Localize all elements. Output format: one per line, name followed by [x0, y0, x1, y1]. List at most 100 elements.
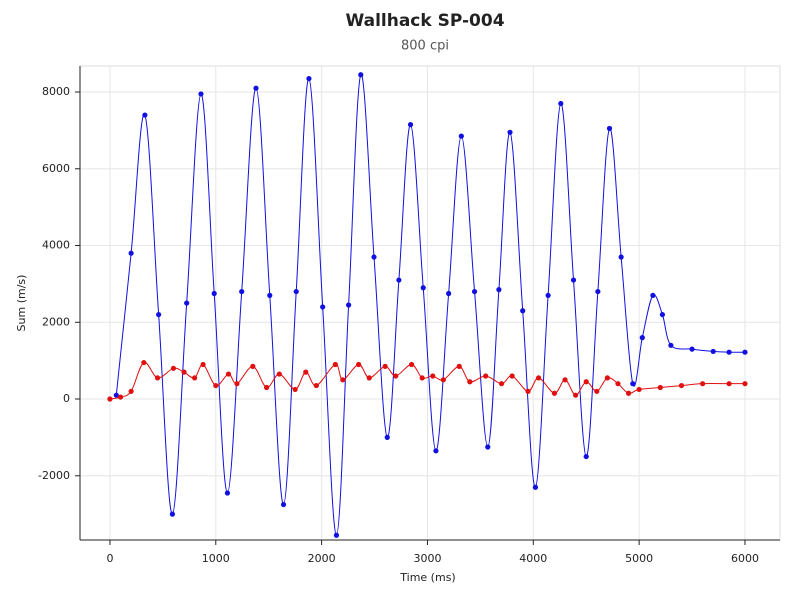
data-point — [384, 434, 390, 440]
data-point — [483, 373, 489, 379]
data-point — [366, 375, 372, 381]
data-point — [211, 290, 217, 297]
data-point — [156, 311, 162, 318]
data-point — [430, 373, 436, 379]
data-point — [356, 361, 362, 368]
y-tick-label: 2000 — [42, 315, 70, 328]
data-point — [520, 308, 526, 314]
x-tick-label: 0 — [106, 552, 113, 565]
x-tick-label: 1000 — [202, 552, 230, 565]
data-point — [625, 390, 632, 396]
data-point — [407, 122, 414, 128]
y-tick-label: 8000 — [42, 85, 70, 98]
data-point — [496, 287, 502, 293]
data-point — [532, 484, 539, 490]
data-point — [562, 377, 568, 383]
data-point — [525, 388, 531, 394]
data-point — [128, 388, 134, 394]
data-point — [485, 444, 491, 450]
data-point — [726, 381, 732, 387]
data-point — [570, 277, 577, 283]
data-point — [615, 381, 621, 387]
y-tick-label: 0 — [63, 392, 70, 405]
data-point — [558, 100, 564, 107]
plot-area — [79, 65, 781, 541]
data-point — [154, 375, 161, 381]
data-point — [545, 292, 551, 299]
data-point — [333, 532, 340, 538]
data-point — [419, 375, 425, 381]
data-point — [458, 133, 464, 139]
data-point — [742, 381, 748, 387]
x-axis-label: Time (ms) — [399, 571, 455, 584]
data-point — [346, 302, 352, 308]
data-point — [606, 125, 613, 132]
y-tick-label: 4000 — [42, 239, 70, 252]
data-point — [595, 288, 601, 295]
data-point — [200, 361, 206, 368]
data-point — [303, 369, 309, 375]
data-point — [332, 361, 338, 368]
data-point — [224, 490, 231, 496]
data-point — [141, 359, 147, 366]
data-point — [650, 292, 656, 299]
data-point — [583, 379, 589, 385]
data-point — [267, 292, 273, 299]
data-point — [142, 112, 148, 118]
data-point — [583, 453, 589, 460]
series-line — [115, 74, 745, 536]
data-point — [113, 392, 119, 398]
data-point — [371, 254, 377, 260]
data-point — [293, 288, 299, 295]
data-point — [117, 394, 124, 400]
x-tick-label: 6000 — [731, 552, 759, 565]
data-point — [507, 129, 513, 135]
data-point — [420, 285, 426, 291]
data-point — [689, 346, 695, 352]
data-point — [181, 369, 187, 375]
data-point — [456, 363, 462, 369]
data-point — [440, 377, 446, 383]
data-point — [446, 290, 452, 297]
data-point — [509, 373, 515, 379]
data-point — [198, 91, 204, 97]
data-point — [358, 72, 364, 78]
data-point — [170, 365, 177, 371]
data-point — [700, 381, 706, 387]
data-point — [382, 363, 388, 369]
data-point — [657, 384, 663, 391]
data-point — [710, 348, 716, 355]
data-point — [192, 375, 198, 381]
data-point — [320, 304, 326, 310]
y-axis-label: Sum (m/s) — [15, 275, 28, 332]
data-point — [306, 75, 312, 82]
data-point — [678, 382, 685, 389]
data-point — [234, 381, 240, 387]
data-point — [551, 390, 558, 396]
data-point — [340, 377, 346, 383]
data-point — [726, 349, 732, 355]
data-point — [393, 373, 399, 379]
data-point — [280, 501, 287, 508]
data-point — [169, 511, 175, 517]
data-point — [276, 371, 282, 377]
data-point — [239, 288, 245, 295]
data-point — [471, 288, 478, 295]
data-point — [573, 392, 579, 398]
data-point — [467, 379, 473, 385]
data-point — [594, 388, 600, 394]
data-point — [250, 363, 256, 369]
data-point — [253, 85, 259, 91]
data-point — [313, 382, 319, 389]
x-tick-label: 5000 — [625, 552, 653, 565]
x-tick-label: 3000 — [413, 552, 441, 565]
x-tick-label: 4000 — [519, 552, 547, 565]
data-point — [668, 342, 674, 348]
data-point — [639, 335, 645, 341]
chart-subtitle: 800 cpi — [401, 39, 449, 54]
data-point — [107, 396, 113, 402]
data-point — [213, 382, 219, 389]
data-point — [659, 311, 666, 318]
data-point — [128, 250, 134, 256]
